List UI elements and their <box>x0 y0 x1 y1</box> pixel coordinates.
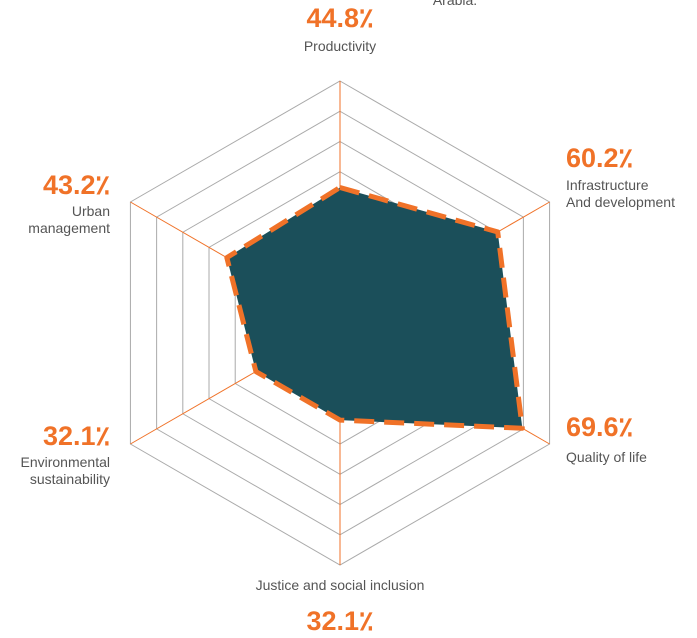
value-label: 60.2٪ <box>566 143 635 173</box>
value-label: 69.6٪ <box>566 412 635 442</box>
category-label: Justice and social inclusion <box>255 577 425 593</box>
data-area <box>224 184 525 431</box>
annotation: Arabia. <box>432 0 478 8</box>
category-label: Environmental sustainability <box>20 454 111 487</box>
value-label: 32.1٪ <box>42 421 112 451</box>
category-label: Quality of life <box>566 449 647 465</box>
value-label: 44.8٪ <box>306 3 375 33</box>
category-label: Urban management <box>28 203 110 236</box>
value-label: 32.1٪ <box>306 606 375 636</box>
category-label: Infrastructure And development <box>566 177 675 210</box>
category-label: Productivity <box>303 38 377 54</box>
value-label: 43.2٪ <box>42 170 112 200</box>
